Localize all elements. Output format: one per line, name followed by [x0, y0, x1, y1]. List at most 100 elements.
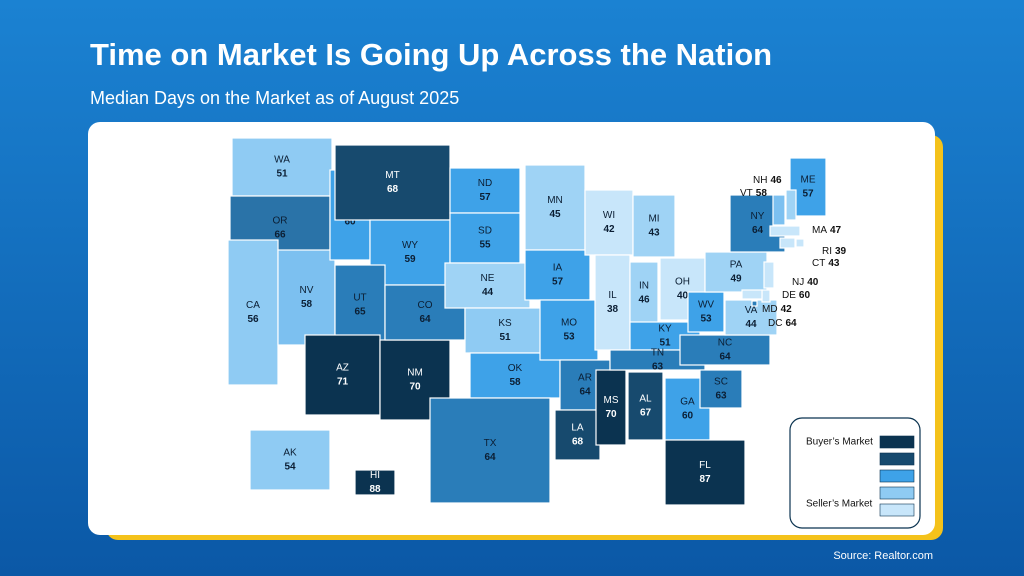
state-value: 44	[745, 319, 757, 330]
state	[231, 137, 333, 197]
state-abbr: ND	[478, 178, 492, 189]
state-label: MD 42	[762, 304, 792, 315]
state	[444, 262, 531, 309]
state	[524, 249, 591, 301]
state-value: 64	[579, 387, 591, 398]
state	[595, 369, 627, 446]
state	[769, 225, 801, 237]
state-value: 63	[652, 362, 664, 373]
state-abbr: NM	[407, 368, 423, 379]
state-value: 71	[337, 377, 349, 388]
state-abbr: WY	[402, 240, 418, 251]
state-value: 55	[479, 240, 491, 251]
state	[795, 238, 805, 248]
state-value: 58	[756, 188, 768, 199]
state-abbr: AK	[283, 448, 297, 459]
subtitle: Median Days on the Market as of August 2…	[90, 88, 459, 108]
state-value: 88	[369, 484, 381, 495]
state	[785, 189, 797, 221]
state-value: 64	[719, 352, 731, 363]
state-abbr: CT	[812, 258, 825, 269]
state-value: 68	[572, 437, 584, 448]
source: Source: Realtor.com	[833, 550, 933, 562]
state-value: 40	[807, 277, 819, 288]
state-value: 46	[638, 295, 650, 306]
state	[704, 251, 768, 293]
state	[524, 164, 586, 251]
state-abbr: MT	[385, 170, 399, 181]
state-abbr: NY	[751, 211, 765, 222]
state-value: 58	[509, 377, 521, 388]
state-abbr: WV	[698, 300, 714, 311]
state-value: 53	[700, 314, 712, 325]
legend-swatch	[879, 435, 915, 449]
state-abbr: TX	[484, 438, 497, 449]
state-value: 53	[563, 332, 575, 343]
legend-swatches	[879, 435, 915, 517]
state-label: NH 46	[753, 175, 782, 186]
state-abbr: KS	[498, 318, 512, 329]
state	[464, 307, 546, 354]
state-abbr: NH	[753, 175, 767, 186]
state-abbr: ME	[801, 175, 816, 186]
state-abbr: LA	[571, 423, 584, 434]
state-value: 70	[409, 382, 421, 393]
state-abbr: VT	[740, 188, 753, 199]
state-abbr: HI	[370, 470, 380, 481]
state	[594, 254, 631, 351]
state-abbr: OR	[273, 216, 288, 227]
legend-label: Buyer’s Market	[806, 437, 873, 448]
state-value: 87	[699, 474, 711, 485]
legend-swatch	[879, 486, 915, 500]
state	[779, 237, 796, 249]
state-value: 59	[404, 254, 416, 265]
state-abbr: MI	[648, 214, 659, 225]
state-value: 43	[828, 258, 840, 269]
state-value: 42	[603, 224, 615, 235]
state	[334, 264, 386, 346]
state-abbr: CO	[418, 300, 433, 311]
state-value: 46	[770, 175, 782, 186]
state-abbr: TN	[651, 348, 664, 359]
state-value: 64	[785, 318, 797, 329]
state-abbr: WA	[274, 155, 290, 166]
state-abbr: IA	[553, 263, 563, 274]
state-abbr: DC	[768, 318, 782, 329]
state-abbr: MD	[762, 304, 778, 315]
state-value: 57	[479, 192, 491, 203]
state-abbr: VA	[745, 305, 758, 316]
state	[772, 194, 786, 226]
state-value: 58	[301, 299, 313, 310]
state-value: 64	[752, 225, 764, 236]
state-abbr: DE	[782, 290, 796, 301]
state	[449, 212, 521, 264]
state-value: 51	[276, 169, 288, 180]
state-abbr: KY	[658, 324, 672, 335]
state-abbr: MS	[604, 395, 619, 406]
state	[632, 194, 676, 258]
state	[584, 189, 634, 256]
state-value: 51	[499, 332, 511, 343]
state-value: 47	[830, 225, 842, 236]
state-value: 43	[648, 228, 660, 239]
state-abbr: NJ	[792, 277, 804, 288]
state-abbr: MA	[812, 225, 827, 236]
state	[249, 429, 331, 491]
state-value: 54	[284, 462, 296, 473]
state-value: 57	[802, 189, 814, 200]
legend-swatch	[879, 503, 915, 517]
state-value: 60	[799, 290, 811, 301]
state-abbr: IL	[608, 290, 617, 301]
state	[699, 369, 743, 409]
state	[354, 469, 396, 496]
state-abbr: UT	[353, 293, 366, 304]
state-abbr: NV	[300, 285, 314, 296]
state-value: 57	[552, 277, 564, 288]
state-label: MA 47	[812, 225, 842, 236]
state-abbr: AR	[578, 373, 592, 384]
state-value: 60	[344, 217, 356, 228]
state-value: 38	[607, 304, 619, 315]
state-abbr: IN	[639, 281, 649, 292]
state	[627, 371, 664, 441]
